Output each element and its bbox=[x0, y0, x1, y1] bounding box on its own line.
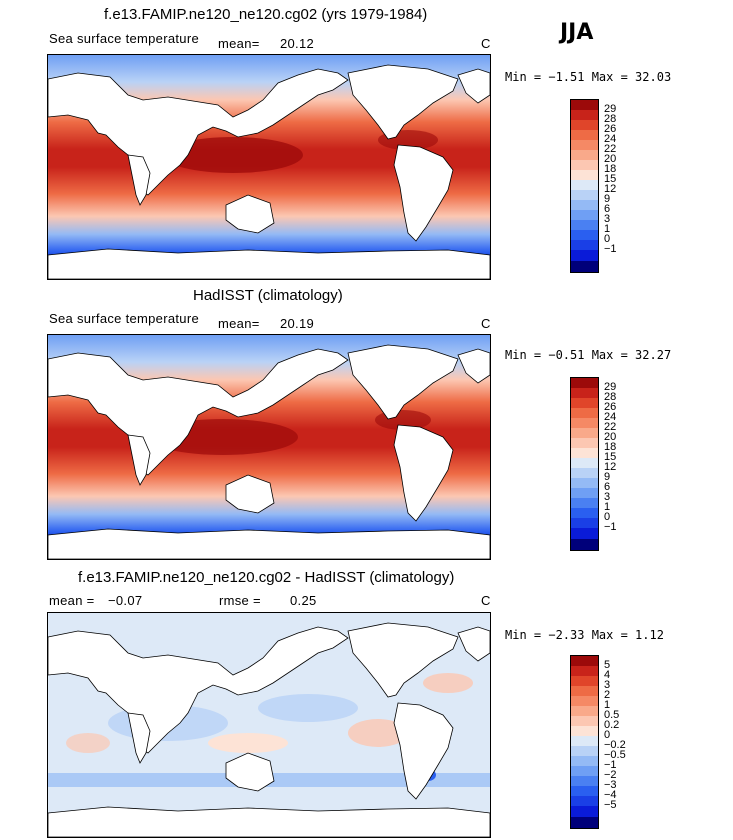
panel3-mean-label: mean = bbox=[49, 593, 95, 608]
panel3-tick: 5 bbox=[604, 659, 611, 671]
panel3-tick: 0.2 bbox=[604, 719, 620, 731]
panel1-map bbox=[47, 54, 491, 280]
panel1-title: f.e13.FAMIP.ne120_ne120.cg02 (yrs 1979-1… bbox=[104, 6, 428, 23]
panel2-tick: 29 bbox=[604, 381, 617, 393]
panel3-min-max: Min = −2.33 Max = 1.12 bbox=[505, 628, 664, 642]
panel1-mean-value: 20.12 bbox=[280, 36, 315, 51]
panel2-tick: 15 bbox=[604, 451, 617, 463]
panel3-tick: −0.2 bbox=[604, 739, 626, 751]
panel1-field: Sea surface temperature bbox=[49, 31, 199, 46]
panel2-tick: 28 bbox=[604, 391, 617, 403]
panel1-tick: 28 bbox=[604, 113, 617, 125]
panel1-tick: 24 bbox=[604, 133, 617, 145]
panel3-mean-value: −0.07 bbox=[108, 593, 143, 608]
panel2-units: C bbox=[481, 316, 491, 331]
panel1-tick: 29 bbox=[604, 103, 617, 115]
panel1-tick: −1 bbox=[604, 243, 617, 255]
panel2-mean-value: 20.19 bbox=[280, 316, 315, 331]
panel2-tick: 9 bbox=[604, 471, 611, 483]
panel2-field: Sea surface temperature bbox=[49, 311, 199, 326]
panel1-tick: 12 bbox=[604, 183, 617, 195]
season-label: JJA bbox=[560, 20, 594, 45]
panel1-tick: 22 bbox=[604, 143, 617, 155]
panel2-mean-label: mean= bbox=[218, 316, 260, 331]
panel3-tick: 0.5 bbox=[604, 709, 620, 721]
panel2-map-svg bbox=[48, 335, 490, 559]
panel2-map bbox=[47, 334, 491, 560]
panel2-min-max: Min = −0.51 Max = 32.27 bbox=[505, 348, 672, 362]
panel2-tick: −1 bbox=[604, 521, 617, 533]
panel2-tick: 22 bbox=[604, 421, 617, 433]
panel3-tick: −3 bbox=[604, 779, 617, 791]
panel1-colorbar bbox=[570, 99, 599, 273]
panel3-colorbar bbox=[570, 655, 599, 829]
panel1-units: C bbox=[481, 36, 491, 51]
panel3-title: f.e13.FAMIP.ne120_ne120.cg02 - HadISST (… bbox=[78, 569, 455, 586]
panel2-tick: 0 bbox=[604, 511, 611, 523]
panel2-title: HadISST (climatology) bbox=[193, 287, 343, 304]
panel3-map-svg bbox=[48, 613, 490, 837]
panel3-tick: −2 bbox=[604, 769, 617, 781]
panel1-tick: 3 bbox=[604, 213, 611, 225]
panel3-rmse-label: rmse = bbox=[219, 593, 261, 608]
panel2-tick: 12 bbox=[604, 461, 617, 473]
panel1-tick: 15 bbox=[604, 173, 617, 185]
panel3-tick: −4 bbox=[604, 789, 617, 801]
panel3-tick: 4 bbox=[604, 669, 611, 681]
panel1-tick: 20 bbox=[604, 153, 617, 165]
panel1-map-svg bbox=[48, 55, 490, 279]
panel2-colorbar bbox=[570, 377, 599, 551]
panel2-tick: 24 bbox=[604, 411, 617, 423]
panel3-tick: −1 bbox=[604, 759, 617, 771]
panel1-tick: 9 bbox=[604, 193, 611, 205]
panel2-tick: 26 bbox=[604, 401, 617, 413]
panel3-map bbox=[47, 612, 491, 838]
panel2-tick: 6 bbox=[604, 481, 611, 493]
panel3-tick: 1 bbox=[604, 699, 611, 711]
panel1-tick: 1 bbox=[604, 223, 611, 235]
panel1-tick: 18 bbox=[604, 163, 617, 175]
panel3-rmse-value: 0.25 bbox=[290, 593, 317, 608]
panel1-tick: 0 bbox=[604, 233, 611, 245]
panel3-tick: 3 bbox=[604, 679, 611, 691]
panel1-tick: 6 bbox=[604, 203, 611, 215]
panel3-tick: 2 bbox=[604, 689, 611, 701]
panel2-tick: 20 bbox=[604, 431, 617, 443]
panel2-tick: 1 bbox=[604, 501, 611, 513]
panel3-tick: −0.5 bbox=[604, 749, 626, 761]
panel3-tick: −5 bbox=[604, 799, 617, 811]
panel1-mean-label: mean= bbox=[218, 36, 260, 51]
panel1-tick: 26 bbox=[604, 123, 617, 135]
panel3-units: C bbox=[481, 593, 491, 608]
panel1-min-max: Min = −1.51 Max = 32.03 bbox=[505, 70, 672, 84]
panel2-tick: 3 bbox=[604, 491, 611, 503]
panel3-tick: 0 bbox=[604, 729, 611, 741]
panel2-tick: 18 bbox=[604, 441, 617, 453]
